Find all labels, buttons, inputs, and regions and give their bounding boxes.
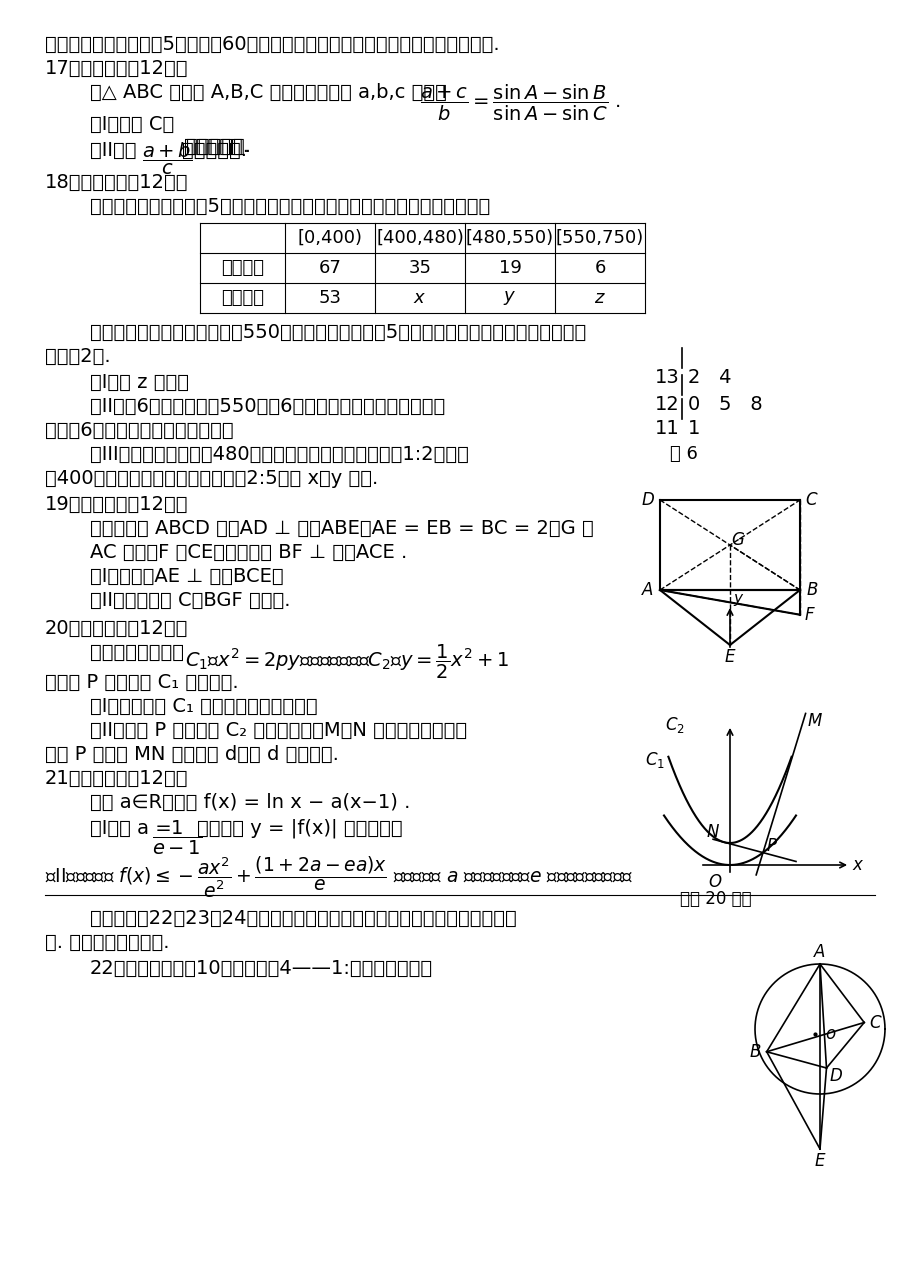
Text: 的取值范围.: 的取值范围. xyxy=(186,138,251,155)
Text: [0,400): [0,400) xyxy=(297,229,362,247)
Text: 11: 11 xyxy=(654,419,679,438)
Text: 文科考生: 文科考生 xyxy=(221,259,264,276)
Text: $\dfrac{1}{e-1}$: $\dfrac{1}{e-1}$ xyxy=(152,819,202,857)
Text: 三、解答题：本大题共5小题，共60分．解答应写出文字说明、证明过程或演算步骤.: 三、解答题：本大题共5小题，共60分．解答应写出文字说明、证明过程或演算步骤. xyxy=(45,34,499,54)
Text: 17．（本题满分12分）: 17．（本题满分12分） xyxy=(45,59,188,78)
Text: $\mathit{C_1}$: $\mathit{C_1}$ xyxy=(644,750,664,769)
Text: 67: 67 xyxy=(318,259,341,276)
Text: （I）求证：AE ⊥ 平面BCE；: （I）求证：AE ⊥ 平面BCE； xyxy=(90,567,283,586)
Text: 22．（本小题满分10分）《选修4——1:几何证明选讲》: 22．（本小题满分10分）《选修4——1:几何证明选讲》 xyxy=(90,959,433,978)
Text: （III）已知该校不低于480分的文科理科考生人数之比为1:2，不低: （III）已知该校不低于480分的文科理科考生人数之比为1:2，不低 xyxy=(90,445,469,464)
Text: 在△ ABC 中，角 A,B,C 所对的边分别为 a,b,c ，满足: 在△ ABC 中，角 A,B,C 所对的边分别为 a,b,c ，满足 xyxy=(90,83,447,102)
Text: 抽取了2名.: 抽取了2名. xyxy=(45,347,110,366)
Text: $x$: $x$ xyxy=(851,856,864,874)
Text: （I）求 z 的值；: （I）求 z 的值； xyxy=(90,373,188,392)
Text: $\mathit{M}$: $\mathit{M}$ xyxy=(806,712,822,730)
Text: ，求函数 y = |f(x)| 的极值点；: ，求函数 y = |f(x)| 的极值点； xyxy=(197,819,403,838)
Text: $\mathit{C}$: $\mathit{C}$ xyxy=(804,490,818,510)
Text: $\mathit{C_1}$：$x^2=2py$的焦点在抛物线$\mathit{C_2}$：$y=\dfrac{1}{2}x^2+1$: $\mathit{C_1}$：$x^2=2py$的焦点在抛物线$\mathit{… xyxy=(185,643,508,682)
Text: 设点 P 到直线 MN 的距离为 d，求 d 的最小值.: 设点 P 到直线 MN 的距离为 d，求 d 的最小值. xyxy=(45,745,338,764)
Text: 13: 13 xyxy=(654,368,679,387)
Text: （II）若不等式 $f(x)\leq-\dfrac{ax^2}{e^2}+\dfrac{(1+2a-ea)x}{e}$ 恒成立，求 $a$ 的取值范围．（$e$: （II）若不等式 $f(x)\leq-\dfrac{ax^2}{e^2}+\df… xyxy=(45,855,632,901)
Text: 19: 19 xyxy=(498,259,521,276)
Text: （II）求: （II）求 xyxy=(90,141,136,161)
Text: 12: 12 xyxy=(654,395,679,414)
Text: 0   5   8: 0 5 8 xyxy=(687,395,762,414)
Text: $z$: $z$ xyxy=(594,289,606,307)
Text: 请考生在第22、23、24题中任选一题做答，如果多做，则按所做的第一题记: 请考生在第22、23、24题中任选一题做答，如果多做，则按所做的第一题记 xyxy=(90,910,516,927)
Text: $y$: $y$ xyxy=(732,592,743,608)
Text: $\mathit{D}$: $\mathit{D}$ xyxy=(829,1068,843,1085)
Text: $\mathit{A}$: $\mathit{A}$ xyxy=(641,581,653,599)
Text: $y$: $y$ xyxy=(503,289,516,307)
Text: 53: 53 xyxy=(318,289,341,307)
Text: 2   4: 2 4 xyxy=(687,368,731,387)
Text: （I）若 a =: （I）若 a = xyxy=(90,819,172,838)
Text: 如图，矩形 ABCD 中，AD ⊥ 平面ABE，AE = EB = BC = 2，G 是: 如图，矩形 ABCD 中，AD ⊥ 平面ABE，AE = EB = BC = 2… xyxy=(90,519,593,538)
Text: $\mathit{P}$: $\mathit{P}$ xyxy=(766,837,777,855)
Text: $\mathit{E}$: $\mathit{E}$ xyxy=(813,1152,825,1170)
Text: 已知 a∈R，函数 f(x) = ln x − a(x−1) .: 已知 a∈R，函数 f(x) = ln x − a(x−1) . xyxy=(90,792,410,812)
Text: 6: 6 xyxy=(594,259,605,276)
Text: $O$: $O$ xyxy=(707,873,721,891)
Text: [550,750): [550,750) xyxy=(555,229,643,247)
Text: 于400分的文科理科考生人数之比为2:5，求 x、y 的值.: 于400分的文科理科考生人数之比为2:5，求 x、y 的值. xyxy=(45,469,378,488)
Text: 绥化市某校高三年级在5月份进行一次质量考试，考生成绩情况如下表所示：: 绥化市某校高三年级在5月份进行一次质量考试，考生成绩情况如下表所示： xyxy=(90,197,490,217)
Text: $\dfrac{a+b}{c}$: $\dfrac{a+b}{c}$ xyxy=(142,141,192,177)
Text: 21．（本题满分12分）: 21．（本题满分12分） xyxy=(45,769,188,789)
Text: 的取值范围.: 的取值范围. xyxy=(184,138,249,155)
Text: $\mathit{F}$: $\mathit{F}$ xyxy=(803,605,815,624)
Text: 19．（本题满分12分）: 19．（本题满分12分） xyxy=(45,496,188,513)
Text: 如图，已知抛物线: 如图，已知抛物线 xyxy=(90,643,190,662)
Text: AC 中点，F 为CE上的点，且 BF ⊥ 平面ACE .: AC 中点，F 为CE上的点，且 BF ⊥ 平面ACE . xyxy=(90,543,407,562)
Text: $\dfrac{a+c}{b}=\dfrac{\sin A-\sin B}{\sin A-\sin C}$ .: $\dfrac{a+c}{b}=\dfrac{\sin A-\sin B}{\s… xyxy=(420,83,620,124)
Text: 已知用分层抽样方法在不低于550分的考生中随机抽取5名考生进行质量分析，其中文科考生: 已知用分层抽样方法在不低于550分的考生中随机抽取5名考生进行质量分析，其中文科… xyxy=(90,324,585,341)
Text: 分. 做答时请写清题号.: 分. 做答时请写清题号. xyxy=(45,933,169,952)
Text: $\mathit{A}$: $\mathit{A}$ xyxy=(812,943,825,961)
Text: （II）图6是文科不低于550分的6名学生的语文成绩的茎叶图，: （II）图6是文科不低于550分的6名学生的语文成绩的茎叶图， xyxy=(90,397,445,417)
Text: $\mathit{G}$: $\mathit{G}$ xyxy=(731,531,744,549)
Text: （II）求三棱锥 C－BGF 的体积.: （II）求三棱锥 C－BGF 的体积. xyxy=(90,591,290,610)
Text: $\mathit{B}$: $\mathit{B}$ xyxy=(748,1042,760,1061)
Text: $\mathit{E}$: $\mathit{E}$ xyxy=(723,648,735,666)
Text: （I）求抛物线 C₁ 的方程及其准线方程；: （I）求抛物线 C₁ 的方程及其准线方程； xyxy=(90,697,317,716)
Text: 的取值范围.: 的取值范围. xyxy=(182,141,246,161)
Text: $\mathit{C}$: $\mathit{C}$ xyxy=(868,1014,882,1032)
Text: 上，点 P 是抛物线 C₁ 上的动点.: 上，点 P 是抛物线 C₁ 上的动点. xyxy=(45,673,238,692)
Text: [400,480): [400,480) xyxy=(376,229,463,247)
Text: （I）求角 C；: （I）求角 C； xyxy=(90,115,174,134)
Text: $o$: $o$ xyxy=(824,1026,835,1043)
Text: （II）过点 P 作抛物线 C₂ 的两条切线，M、N 分别为两个切点，: （II）过点 P 作抛物线 C₂ 的两条切线，M、N 分别为两个切点， xyxy=(90,721,467,740)
Text: $\mathit{C_2}$: $\mathit{C_2}$ xyxy=(664,715,684,735)
Text: 35: 35 xyxy=(408,259,431,276)
Text: $\mathit{N}$: $\mathit{N}$ xyxy=(706,823,720,841)
Text: $\mathit{D}$: $\mathit{D}$ xyxy=(641,490,654,510)
Text: （第 20 题）: （第 20 题） xyxy=(679,891,751,908)
Text: 18．（本题满分12分）: 18．（本题满分12分） xyxy=(45,173,188,192)
Text: 图 6: 图 6 xyxy=(669,445,698,462)
Text: $x$: $x$ xyxy=(413,289,426,307)
Text: 理科考生: 理科考生 xyxy=(221,289,264,307)
Text: $\mathit{B}$: $\mathit{B}$ xyxy=(805,581,817,599)
Text: 20．（本题满分12分）: 20．（本题满分12分） xyxy=(45,619,188,638)
Text: [480,550): [480,550) xyxy=(465,229,553,247)
Text: 1: 1 xyxy=(687,419,699,438)
Text: 计算这6名考生的语文成绩的方差；: 计算这6名考生的语文成绩的方差； xyxy=(45,420,233,440)
